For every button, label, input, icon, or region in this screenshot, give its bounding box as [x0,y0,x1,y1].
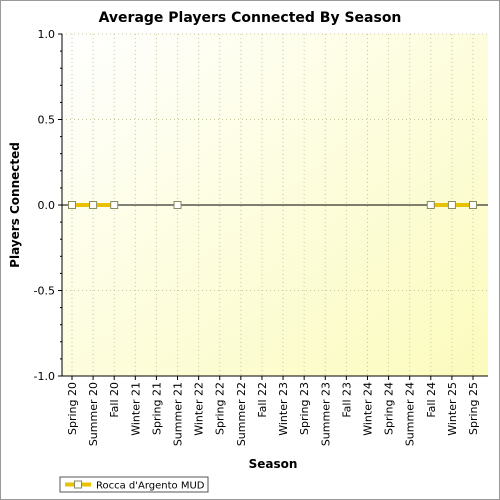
legend: Rocca d'Argento MUD [59,476,209,493]
x-tick-label: Winter 24 [361,382,374,436]
x-tick-label: Fall 24 [425,382,438,418]
x-tick-label: Spring 23 [298,382,311,435]
y-tick-label: 1.0 [38,28,56,41]
legend-label: Rocca d'Argento MUD [96,481,205,492]
x-tick-label: Spring 24 [383,382,396,435]
x-tick-label: Fall 22 [256,382,269,418]
data-point [469,201,477,209]
x-tick-label: Winter 23 [277,382,290,436]
legend-swatch-marker [74,480,82,489]
series [68,201,477,209]
x-tick-label: Spring 20 [66,382,79,435]
x-tick-label: Spring 25 [467,382,480,435]
data-point [447,201,456,209]
x-axis-title: Season [249,457,298,471]
y-tick-label: 0.0 [38,199,56,212]
x-tick-label: Fall 23 [340,382,353,418]
tick-labels: 1.0 0.5 0.0 -0.5 -1.0 Spring 20 Summer 20 Fall … [34,28,480,446]
x-tick-label: Winter 22 [193,382,206,436]
x-tick-label: Summer 24 [404,382,417,446]
x-tick-label: Spring 22 [214,382,227,435]
x-tick-label: Winter 25 [446,382,459,436]
x-tick-label: Spring 21 [150,382,163,435]
axes [58,33,488,380]
y-tick-label: -0.5 [34,285,55,298]
chart-title: Average Players Connected By Season [99,10,402,26]
x-tick-label: Fall 20 [108,382,121,418]
data-point [89,201,98,209]
x-tick-label: Summer 23 [319,382,332,446]
data-point [110,201,119,209]
y-tick-label: 0.5 [38,114,56,127]
data-point [173,201,182,209]
data-point [426,201,435,209]
x-tick-label: Summer 20 [87,382,100,446]
legend-box [59,476,209,493]
y-tick-label: -1.0 [34,370,55,383]
data-point [68,201,76,209]
x-tick-label: Summer 21 [172,382,185,446]
x-tick-label: Winter 21 [129,382,142,436]
y-axis-title: Players Connected [8,142,22,268]
x-tick-label: Summer 22 [235,382,248,446]
